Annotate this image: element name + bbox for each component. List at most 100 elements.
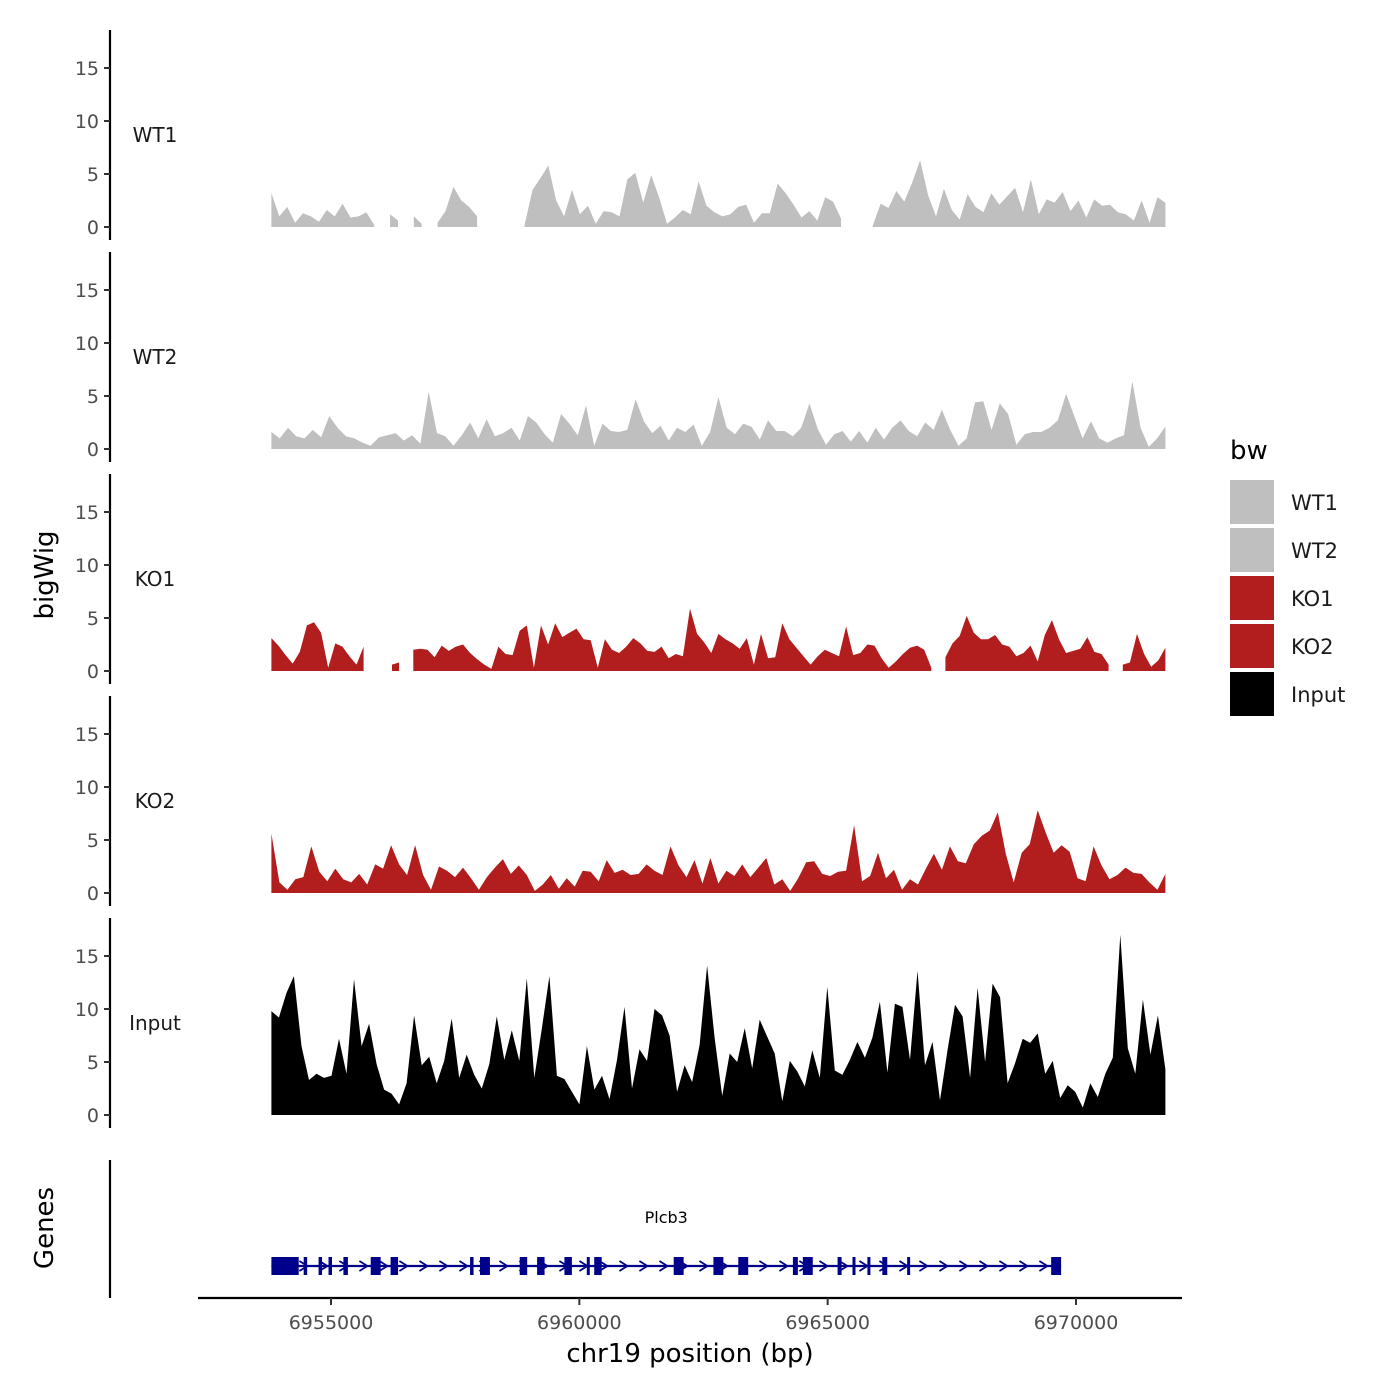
coverage-area-ko2 — [271, 810, 1166, 893]
track-label: WT1 — [133, 123, 178, 147]
y-tick-label: 0 — [87, 1105, 99, 1127]
strand-arrow — [958, 1260, 970, 1272]
y-tick-label: 0 — [87, 883, 99, 905]
coverage-area-ko1 — [271, 608, 1166, 671]
coverage-area-input — [271, 934, 1166, 1115]
y-tick-label: 10 — [75, 777, 99, 799]
y-tick-label: 0 — [87, 661, 99, 683]
track-ko1: 0 5 10 15 KO1 — [75, 474, 1166, 684]
exon — [882, 1257, 888, 1275]
strand-arrow — [938, 1260, 950, 1272]
strand-arrow — [918, 1260, 930, 1272]
track-label: KO1 — [135, 567, 176, 591]
track-ko2: 0 5 10 15 KO2 — [75, 696, 1166, 906]
y-tick-label: 0 — [87, 217, 99, 239]
y-tick-label: 10 — [75, 111, 99, 133]
strand-arrow — [638, 1260, 650, 1272]
gene-plcb3: Plcb3 — [271, 1208, 1062, 1275]
legend-label: WT1 — [1291, 491, 1338, 515]
strand-arrow — [758, 1260, 770, 1272]
strand-arrow — [698, 1260, 710, 1272]
exon — [837, 1257, 842, 1275]
x-tick-label: 6955000 — [289, 1312, 374, 1334]
legend-label: KO2 — [1291, 635, 1334, 659]
y-tick-label: 10 — [75, 333, 99, 355]
y-tick-label: 15 — [75, 502, 99, 524]
strand-arrow — [998, 1260, 1010, 1272]
exon — [907, 1257, 911, 1275]
strand-arrow — [978, 1260, 990, 1272]
legend: bw WT1 WT2 KO1 KO2 Input — [1230, 436, 1345, 716]
exon — [738, 1257, 749, 1275]
strand-arrow — [778, 1260, 790, 1272]
exon — [713, 1257, 724, 1275]
y-tick-label: 10 — [75, 555, 99, 577]
strand-arrow — [418, 1260, 430, 1272]
legend-swatch — [1230, 624, 1274, 668]
strand-arrow — [818, 1260, 830, 1272]
exon — [852, 1257, 856, 1275]
legend-item-ko2: KO2 — [1230, 624, 1334, 668]
exon — [271, 1257, 299, 1275]
strand-arrow — [438, 1260, 450, 1272]
strand-arrow — [398, 1260, 410, 1272]
strand-arrow — [658, 1260, 670, 1272]
track-label: WT2 — [133, 345, 178, 369]
track-wt2: 0 5 10 15 WT2 — [75, 252, 1166, 462]
exon — [867, 1257, 871, 1275]
legend-item-wt1: WT1 — [1230, 480, 1338, 524]
strand-arrow — [298, 1260, 310, 1272]
exon — [537, 1257, 545, 1275]
x-axis-title: chr19 position (bp) — [566, 1339, 813, 1369]
strand-arrow — [1018, 1260, 1030, 1272]
y-axis-title: bigWig — [30, 530, 60, 619]
legend-swatch — [1230, 480, 1274, 524]
gene-label: Plcb3 — [645, 1208, 688, 1227]
legend-swatch — [1230, 576, 1274, 620]
x-axis: 6955000 6960000 6965000 6970000 — [198, 1296, 1182, 1334]
legend-title: bw — [1230, 436, 1268, 466]
exon — [1051, 1257, 1062, 1275]
genes-panel-title: Genes — [30, 1187, 60, 1269]
coverage-area-wt2 — [271, 381, 1166, 449]
legend-item-ko1: KO1 — [1230, 576, 1334, 620]
strand-arrow — [838, 1260, 850, 1272]
y-tick-label: 5 — [87, 830, 99, 852]
strand-arrow — [598, 1260, 610, 1272]
y-tick-label: 15 — [75, 280, 99, 302]
exon — [370, 1257, 381, 1275]
coverage-tracks: 0 5 10 15 WT1 0 5 10 15 WT2 0 5 10 15 KO1 0 5 10 15 KO2 0 5 10… — [75, 30, 1166, 1128]
legend-label: Input — [1291, 683, 1345, 707]
strand-arrow — [498, 1260, 510, 1272]
exon — [303, 1257, 308, 1275]
y-tick-label: 5 — [87, 608, 99, 630]
gene-panel: Plcb3 — [108, 1160, 1062, 1298]
x-tick-label: 6970000 — [1034, 1312, 1119, 1334]
legend-label: KO1 — [1291, 587, 1334, 611]
exon — [519, 1257, 528, 1275]
track-input: 0 5 10 15 Input — [75, 918, 1166, 1128]
strand-arrow — [1038, 1260, 1050, 1272]
exon — [328, 1257, 332, 1275]
y-tick-label: 15 — [75, 724, 99, 746]
strand-arrow — [458, 1260, 470, 1272]
exon — [470, 1257, 474, 1275]
strand-arrow — [618, 1260, 630, 1272]
exon — [390, 1257, 399, 1275]
legend-item-input: Input — [1230, 672, 1345, 716]
legend-label: WT2 — [1291, 539, 1338, 563]
y-tick-label: 5 — [87, 164, 99, 186]
track-label: Input — [129, 1011, 181, 1035]
y-tick-label: 15 — [75, 946, 99, 968]
exon — [594, 1257, 602, 1275]
exon — [802, 1257, 813, 1275]
exon — [480, 1257, 490, 1275]
y-tick-label: 5 — [87, 1052, 99, 1074]
x-tick-label: 6960000 — [537, 1312, 622, 1334]
strand-arrow — [318, 1260, 330, 1272]
track-label: KO2 — [135, 789, 176, 813]
exon — [792, 1257, 798, 1275]
exon — [673, 1257, 684, 1275]
y-tick-label: 0 — [87, 439, 99, 461]
